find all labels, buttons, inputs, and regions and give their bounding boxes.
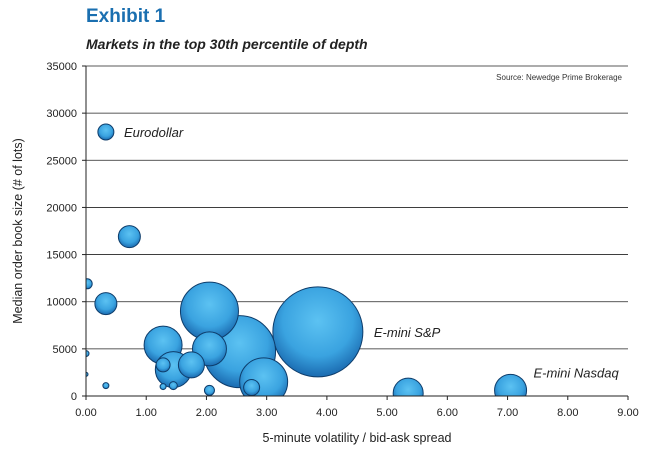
bubble-point [159, 383, 167, 391]
axes [82, 65, 629, 400]
y-tick-label: 30000 [46, 108, 77, 120]
y-tick-label: 35000 [46, 61, 77, 73]
bubble-point [203, 384, 215, 396]
bubble-point [97, 123, 115, 141]
x-tick-label: 4.00 [316, 407, 337, 419]
x-tick-label: 7.00 [497, 407, 518, 419]
bubble-point [155, 357, 171, 373]
y-axis-title: Median order book size (# of lots) [11, 138, 25, 324]
bubble-point [243, 379, 261, 396]
source-note: Source: Newedge Prime Brokerage [496, 73, 622, 82]
y-tick-label: 20000 [46, 202, 77, 214]
gridlines [86, 65, 628, 350]
bubble-point [86, 278, 93, 290]
x-tick-label: 2.00 [196, 407, 217, 419]
bubble-point [102, 382, 110, 390]
bubble-point [177, 351, 205, 379]
bubble-point [94, 292, 118, 316]
chart-subtitle: Markets in the top 30th percentile of de… [86, 36, 368, 52]
x-tick-label: 0.00 [75, 407, 96, 419]
x-tick-label: 5.00 [376, 407, 397, 419]
y-tick-label: 15000 [46, 250, 77, 262]
bubble-point [392, 377, 424, 396]
bubble-annotation: E-mini Nasdaq [533, 365, 619, 380]
tick-labels: 0 5000 10000 15000 20000 25000 30000 35000 0.00 1… [46, 61, 638, 419]
y-tick-label: 25000 [46, 155, 77, 167]
annotations: Eurodollar E-mini S&P E-mini Nasdaq [124, 125, 620, 380]
x-axis-title: 5-minute volatility / bid-ask spread [263, 431, 452, 445]
exhibit-label: Exhibit 1 [86, 6, 166, 27]
bubble-point [272, 286, 364, 378]
x-tick-label: 8.00 [557, 407, 578, 419]
y-tick-label: 0 [71, 391, 77, 403]
bubble-point [117, 225, 141, 249]
y-tick-label: 5000 [53, 344, 77, 356]
bubble-annotation: Eurodollar [124, 125, 184, 140]
x-tick-label: 9.00 [617, 407, 638, 419]
bubble-point [86, 350, 90, 358]
x-tick-label: 6.00 [437, 407, 458, 419]
bubble-annotation: E-mini S&P [374, 325, 441, 340]
bubble-series [86, 123, 528, 396]
y-tick-label: 10000 [46, 297, 77, 309]
bubble-point [168, 381, 178, 391]
x-tick-label: 3.00 [256, 407, 277, 419]
x-tick-label: 1.00 [136, 407, 157, 419]
bubble-point [494, 373, 528, 396]
